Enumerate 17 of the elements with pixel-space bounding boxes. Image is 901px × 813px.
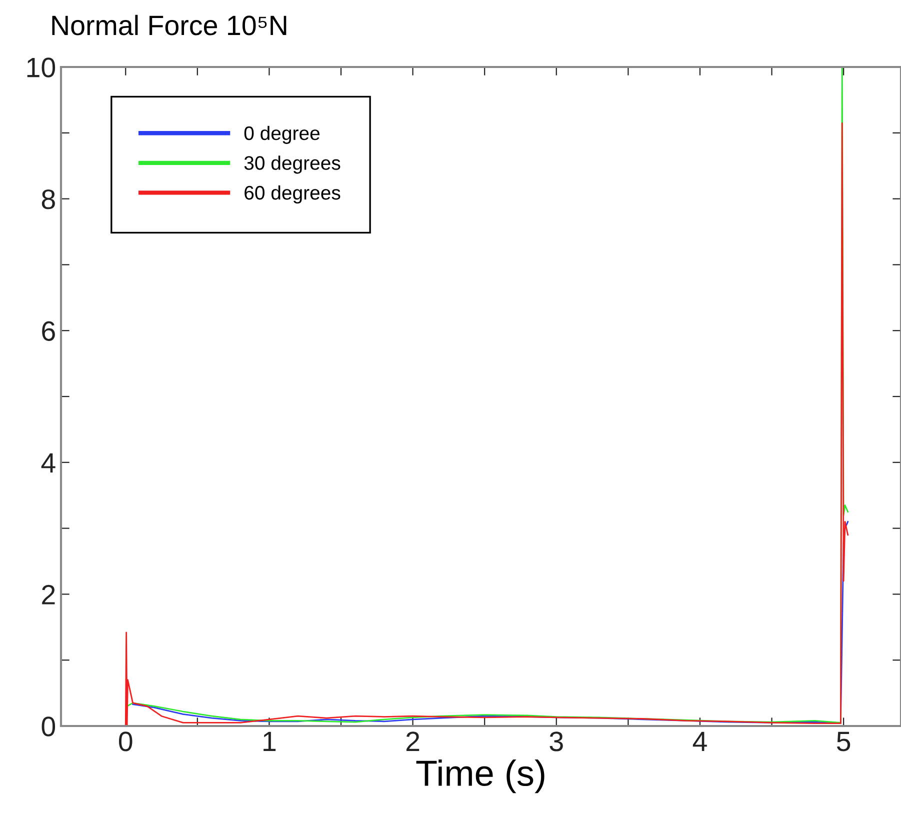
- chart-title: Normal Force 10⁵N: [52, 14, 286, 36]
- y-tick-label: 0: [42, 716, 56, 736]
- x-tick-label: 1: [264, 732, 276, 751]
- x-tick-label: 2: [406, 732, 420, 751]
- y-tick-label: 4: [41, 453, 56, 472]
- y-tick-label: 2: [42, 584, 55, 604]
- y-tick-label: 10: [27, 58, 56, 78]
- legend-label: 30 degrees: [244, 156, 340, 174]
- y-tick-label: 6: [42, 321, 55, 341]
- y-tick-label: 8: [42, 189, 55, 210]
- x-tick-label: 5: [836, 732, 850, 752]
- x-tick-label: 4: [692, 732, 707, 751]
- legend-label: 0 degree: [244, 126, 320, 144]
- x-tick-label: 3: [550, 732, 563, 752]
- x-axis-title: Time (s): [416, 760, 544, 794]
- x-tick-label: 0: [118, 732, 132, 752]
- legend-label: 60 degrees: [244, 185, 340, 204]
